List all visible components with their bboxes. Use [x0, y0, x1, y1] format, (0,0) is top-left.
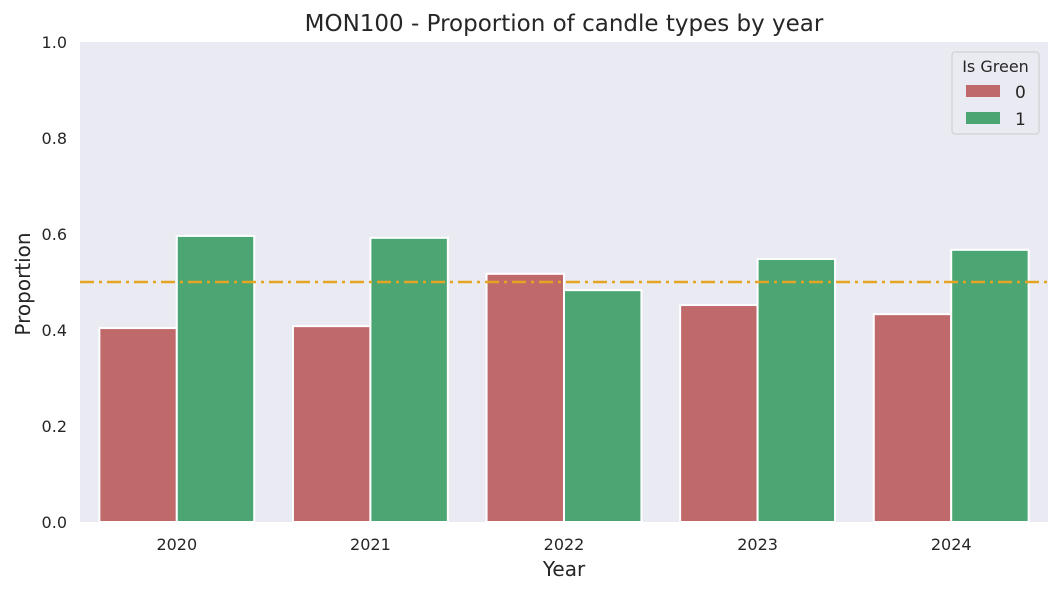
y-tick-label: 0.0 — [42, 513, 67, 532]
x-tick-label: 2021 — [350, 535, 391, 554]
bar-2024-series-1 — [950, 248, 1030, 523]
bar-2022-series-1 — [563, 289, 643, 523]
x-axis-ticks: 2020 2021 2022 2023 2024 — [156, 535, 971, 554]
x-tick-label: 2022 — [544, 535, 585, 554]
x-tick-label: 2024 — [931, 535, 972, 554]
bars — [98, 234, 1030, 524]
legend-swatch-1 — [966, 112, 1000, 124]
y-tick-label: 0.2 — [42, 417, 67, 436]
legend-label-0: 0 — [1015, 83, 1026, 103]
x-tick-label: 2023 — [737, 535, 778, 554]
legend-label-1: 1 — [1015, 110, 1026, 130]
y-tick-label: 0.6 — [42, 225, 67, 244]
chart-title: MON100 - Proportion of candle types by y… — [305, 11, 824, 37]
bar-2022-series-0 — [485, 272, 565, 523]
x-axis-label: Year — [542, 557, 586, 581]
bar-2020-series-1 — [175, 234, 256, 523]
legend: Is Green 0 1 — [951, 51, 1040, 135]
bar-2024-series-0 — [872, 313, 953, 523]
x-tick-label: 2020 — [156, 535, 197, 554]
legend-title: Is Green — [962, 57, 1029, 76]
y-axis-label: Proportion — [11, 232, 35, 335]
y-tick-label: 0.4 — [42, 321, 67, 340]
bar-2023-series-0 — [679, 304, 759, 524]
y-tick-label: 1.0 — [42, 33, 67, 52]
bar-2021-series-0 — [291, 325, 372, 523]
y-tick-label: 0.8 — [42, 129, 67, 148]
bar-2021-series-1 — [369, 236, 449, 523]
legend-swatch-0 — [966, 85, 1000, 97]
y-axis-ticks: 0.0 0.2 0.4 0.6 0.8 1.0 — [42, 33, 67, 532]
bar-2023-series-1 — [756, 257, 837, 523]
bar-2020-series-0 — [98, 327, 178, 523]
